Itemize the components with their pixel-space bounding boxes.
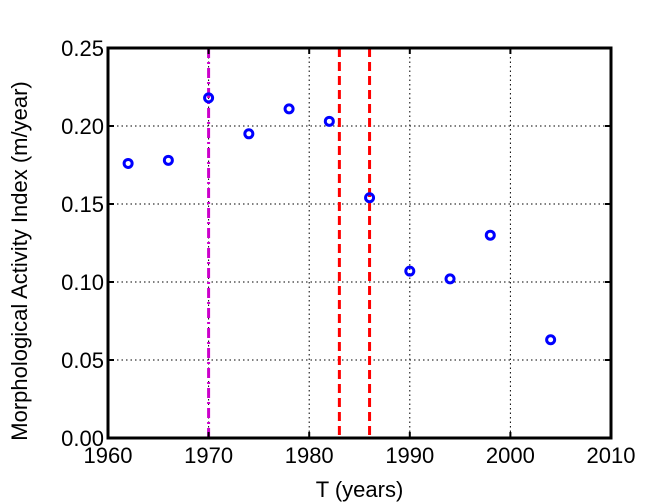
x-axis-label: T (years) [316,477,404,502]
y-tick-label: 0.10 [61,270,104,295]
data-point [404,265,416,277]
y-tick-label: 0.20 [61,114,104,139]
data-point [243,128,255,140]
y-tick-label: 0.15 [61,192,104,217]
x-tick-label: 1980 [285,443,334,468]
y-axis-label: Morphological Activity Index (m/year) [7,81,32,440]
x-tick-label: 1990 [385,443,434,468]
reference-lines [207,48,372,438]
data-point [162,154,174,166]
x-tick-label: 2010 [587,443,636,468]
x-tick-label: 2000 [486,443,535,468]
y-tick-label: 0.25 [61,36,104,61]
y-axis-ticks: 0.00 0.05 0.10 0.15 0.20 0.25 [61,36,611,451]
data-point [203,92,215,104]
data-point [283,103,295,115]
x-tick-label: 1960 [84,443,133,468]
y-tick-label: 0.00 [61,426,104,451]
data-points [122,92,557,346]
data-point [484,229,496,241]
grid [108,48,611,438]
data-point [444,273,456,285]
x-axis-ticks: 1960 1970 1980 1990 2000 2010 [84,48,636,468]
data-point [545,334,557,346]
data-point [122,157,134,169]
x-tick-label: 1970 [184,443,233,468]
data-point [323,115,335,127]
plot-frame [106,46,613,440]
data-point [364,192,376,204]
y-tick-label: 0.05 [61,348,104,373]
